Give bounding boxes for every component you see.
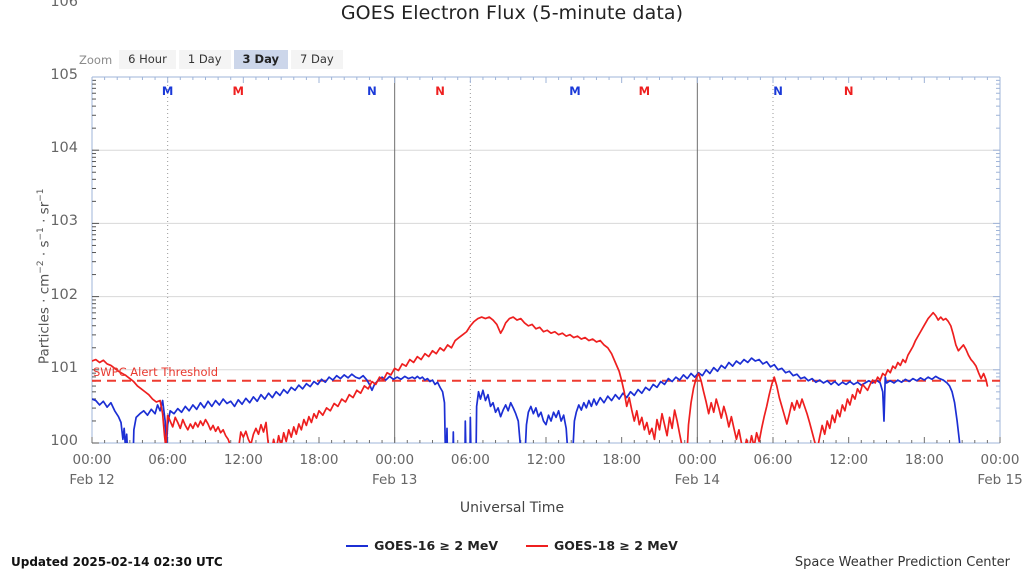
y-tick-label-100: 100 — [50, 433, 78, 449]
y-tick-label-101: 101 — [50, 359, 78, 376]
x-tick-time-12: 00:00 — [980, 452, 1020, 468]
event-marker-n-2: N — [367, 84, 377, 98]
x-axis-label: Universal Time — [459, 500, 565, 516]
updated-timestamp: Updated 2025-02-14 02:30 UTC — [11, 555, 223, 569]
event-marker-m-4: M — [569, 84, 581, 98]
zoom-control: Zoom 6 Hour 1 Day 3 Day 7 Day — [79, 50, 346, 69]
event-marker-m-1: M — [232, 84, 244, 98]
x-tick-time-6: 12:00 — [526, 452, 566, 468]
source-attribution: Space Weather Prediction Center — [794, 555, 1010, 570]
zoom-button-1-day[interactable]: 1 Day — [178, 50, 231, 69]
x-tick-date-0: Feb 12 — [69, 472, 115, 488]
event-marker-m-5: M — [638, 84, 651, 98]
x-tick-time-0: 00:00 — [72, 452, 112, 468]
threshold-label: SWPC Alert Threshold — [93, 364, 218, 379]
x-tick-time-3: 18:00 — [299, 452, 339, 468]
zoom-button-3-day[interactable]: 3 Day — [233, 50, 288, 69]
x-tick-time-1: 06:00 — [148, 452, 188, 468]
event-marker-n-3: N — [435, 84, 445, 98]
x-tick-time-4: 00:00 — [375, 452, 415, 468]
legend-swatch-goes16 — [346, 544, 369, 547]
legend-label-goes16: GOES-16 ≥ 2 MeV — [374, 538, 498, 553]
legend-item-goes16: GOES-16 ≥ 2 MeV — [346, 538, 498, 553]
legend-swatch-goes18 — [526, 544, 548, 547]
y-tick-label-103: 103 — [50, 213, 78, 230]
page-title: GOES Electron Flux (5-minute data) — [340, 2, 684, 24]
x-tick-date-12: Feb 15 — [977, 472, 1023, 488]
y-tick-label-104: 104 — [50, 140, 78, 157]
x-tick-time-5: 06:00 — [450, 452, 490, 468]
zoom-button-6-hour[interactable]: 6 Hour — [119, 50, 176, 69]
zoom-button-7-day[interactable]: 7 Day — [291, 50, 343, 69]
event-marker-m-0: M — [161, 84, 174, 98]
x-tick-time-9: 06:00 — [753, 452, 793, 468]
x-tick-date-8: Feb 14 — [674, 472, 721, 488]
y-tick-label-102: 102 — [50, 286, 78, 303]
x-tick-time-11: 18:00 — [904, 452, 944, 468]
x-tick-time-10: 12:00 — [829, 452, 869, 468]
y-tick-label-106: 106 — [50, 0, 78, 10]
x-tick-time-2: 12:00 — [223, 452, 263, 468]
event-marker-n-6: N — [773, 84, 783, 98]
x-tick-date-4: Feb 13 — [371, 472, 418, 488]
chart-legend: GOES-16 ≥ 2 MeV GOES-18 ≥ 2 MeV — [0, 538, 1024, 553]
x-tick-time-7: 18:00 — [602, 452, 642, 468]
y-tick-label-105: 105 — [50, 67, 78, 83]
x-tick-time-8: 00:00 — [677, 452, 717, 468]
zoom-label: Zoom — [79, 52, 113, 67]
legend-label-goes18: GOES-18 ≥ 2 MeV — [554, 538, 678, 553]
plot-area — [91, 76, 1001, 444]
legend-item-goes18: GOES-18 ≥ 2 MeV — [526, 538, 678, 553]
event-marker-n-7: N — [843, 84, 854, 98]
